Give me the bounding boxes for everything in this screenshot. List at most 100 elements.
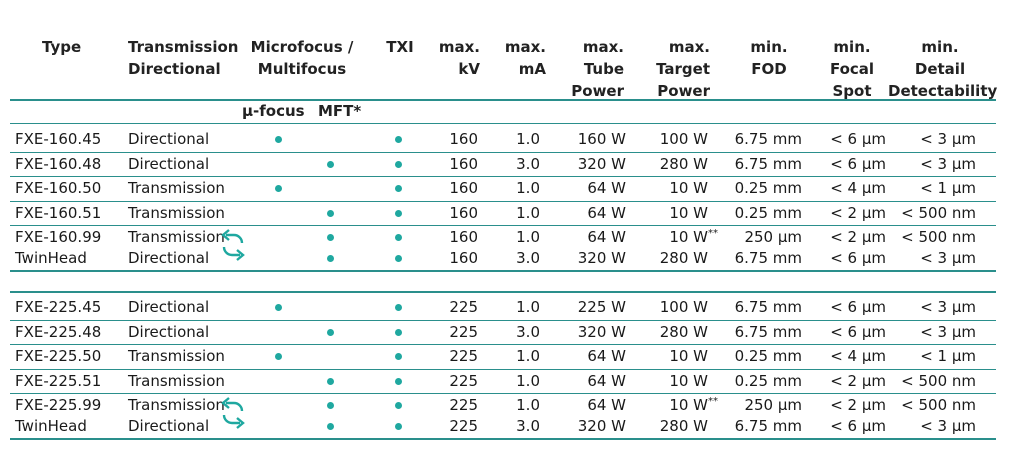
table-row: FXE-225.99 Transmission 225 1.0 64 W 10 W** 25… — [0, 394, 1014, 416]
cell-ma: 1.0 — [500, 128, 540, 150]
txi-dot-icon — [395, 209, 402, 217]
header-mode-line: Directional — [128, 60, 221, 78]
micro-dot-icon — [275, 136, 282, 143]
cell-fod-text: 0.25 mm — [734, 179, 802, 197]
cell-mode-text: Transmission — [128, 179, 225, 197]
cell-kv: 160 — [430, 202, 478, 224]
cell-tube: 225 W — [560, 296, 626, 318]
txi-dot-icon — [395, 304, 402, 311]
cell-mode: Directional — [128, 321, 248, 343]
cell-target-text: 280 W — [659, 249, 708, 267]
cell-detail: < 3 µm — [898, 415, 976, 437]
header-kv: max. kV — [430, 36, 480, 80]
cell-mode: Transmission — [128, 370, 248, 392]
cell-tube: 320 W — [560, 247, 626, 269]
cell-target: 10 W** — [640, 226, 718, 248]
group-rule — [10, 438, 996, 440]
cell-fod-text: 6.75 mm — [734, 417, 802, 435]
header-ma-line: max. — [504, 38, 546, 56]
cell-spot: < 6 µm — [820, 247, 886, 269]
cell-target: 10 W — [640, 345, 708, 367]
cell-kv-text: 160 — [449, 179, 478, 197]
cell-tube: 64 W — [560, 394, 626, 416]
cell-mode: Directional — [128, 128, 248, 150]
subheader-mft: MFT* — [318, 102, 362, 120]
table-row: TwinHead Directional 225 3.0 320 W 280 W 6.75 … — [0, 415, 1014, 437]
cell-tube-text: 64 W — [587, 396, 626, 414]
cell-detail: < 3 µm — [898, 321, 976, 343]
subheader-micro: µ-focus — [242, 102, 305, 120]
cell-type-text: FXE-160.48 — [15, 154, 102, 173]
cell-mode-text: Transmission — [128, 203, 225, 222]
mft-dot-icon — [327, 402, 334, 409]
cell-detail-text: < 3 µm — [920, 298, 976, 316]
header-fod: min. FOD — [736, 36, 802, 80]
cell-fod: 6.75 mm — [730, 296, 802, 318]
cell-ma-text: 1.0 — [516, 130, 540, 148]
txi-dot-icon — [395, 423, 402, 430]
cell-spot: < 6 µm — [820, 415, 886, 437]
cell-kv: 225 — [430, 415, 478, 437]
txi-dot-icon — [395, 136, 402, 143]
cell-spot-text: < 2 µm — [830, 371, 886, 390]
cell-ma-text: 1.0 — [516, 298, 540, 316]
cell-tube-text: 64 W — [587, 179, 626, 197]
cell-target: 10 W — [640, 202, 708, 224]
cell-kv-text: 225 — [449, 298, 478, 316]
cell-kv-text: 225 — [449, 347, 478, 365]
cell-type-text: FXE-160.51 — [15, 203, 102, 222]
cell-spot: < 2 µm — [820, 226, 886, 248]
cell-ma: 3.0 — [500, 247, 540, 269]
cell-detail-text: < 500 nm — [901, 371, 976, 390]
header-ma-line: mA — [518, 60, 546, 78]
cell-type-text: FXE-225.99 — [15, 396, 102, 414]
cell-type: FXE-225.51 — [15, 370, 125, 392]
cell-type: FXE-160.50 — [15, 177, 125, 199]
cell-target-text: 10 W — [669, 203, 708, 222]
cell-kv: 160 — [430, 226, 478, 248]
cell-kv: 160 — [430, 247, 478, 269]
cell-type-text: FXE-225.50 — [15, 347, 102, 365]
cell-tube-text: 320 W — [577, 249, 626, 267]
cell-type: FXE-225.99 — [15, 394, 125, 416]
cell-target-text: 10 W — [669, 228, 708, 246]
cell-fod-text: 0.25 mm — [734, 347, 802, 365]
cell-tube-text: 64 W — [587, 228, 626, 246]
cell-target-text: 10 W — [669, 347, 708, 365]
cell-type: FXE-160.45 — [15, 128, 125, 150]
cell-ma: 1.0 — [500, 177, 540, 199]
cell-kv: 225 — [430, 370, 478, 392]
header-target: max. Target Power — [640, 36, 710, 102]
cell-fod-text: 6.75 mm — [734, 322, 802, 341]
cell-type-text: FXE-160.99 — [15, 228, 102, 246]
cell-tube: 64 W — [560, 202, 626, 224]
cell-ma-text: 1.0 — [516, 371, 540, 390]
cell-mode-text: Directional — [128, 154, 210, 173]
cell-detail: < 500 nm — [898, 202, 976, 224]
cell-mode: Transmission — [128, 226, 248, 248]
cell-detail-text: < 3 µm — [920, 322, 976, 341]
cell-target: 100 W — [640, 128, 708, 150]
cell-ma: 1.0 — [500, 296, 540, 318]
header-focus-line: Microfocus / — [250, 38, 354, 56]
cell-target: 280 W — [640, 415, 708, 437]
cell-fod-text: 6.75 mm — [734, 130, 802, 148]
cell-spot-text: < 6 µm — [830, 298, 886, 316]
cell-spot-text: < 4 µm — [830, 179, 886, 197]
header-mode: Transmission Directional — [128, 36, 238, 80]
header-tube-line: Tube — [583, 60, 624, 78]
cell-type-text: TwinHead — [15, 417, 87, 435]
cell-ma: 3.0 — [500, 153, 540, 175]
cell-fod: 6.75 mm — [730, 415, 802, 437]
cell-target-text: 10 W — [669, 179, 708, 197]
header-focus-line: Multifocus — [257, 60, 347, 78]
group-rule — [10, 291, 996, 293]
cell-kv: 160 — [430, 153, 478, 175]
header-rule — [10, 99, 996, 101]
cell-fod-text: 0.25 mm — [734, 371, 802, 390]
cell-spot: < 4 µm — [820, 177, 886, 199]
table-row: TwinHead Directional 160 3.0 320 W 280 W 6.75 … — [0, 247, 1014, 269]
cell-kv-text: 160 — [449, 130, 478, 148]
header-tube-line: Power — [571, 82, 624, 100]
cell-type-text: FXE-160.50 — [15, 179, 102, 197]
